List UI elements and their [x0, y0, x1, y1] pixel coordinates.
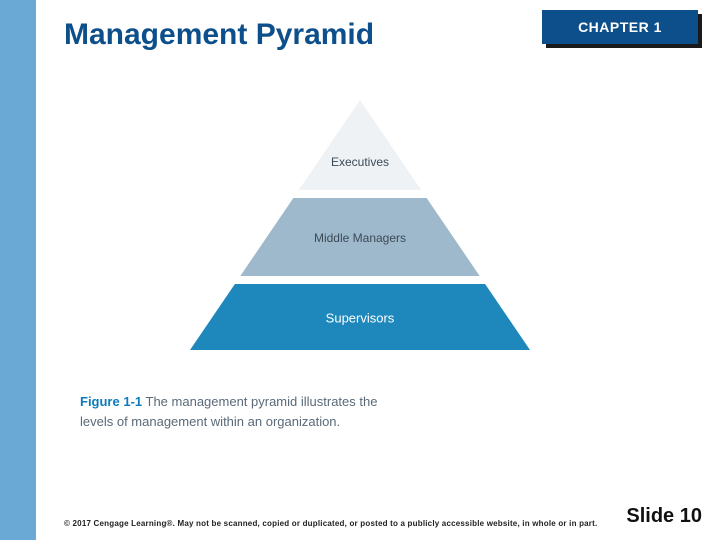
- pyramid-diagram: Executives Middle Managers Supervisors: [80, 90, 640, 380]
- pyramid-tier-0: [299, 100, 421, 190]
- figure-caption: Figure 1-1 The management pyramid illust…: [80, 392, 380, 431]
- pyramid-tier-label-0: Executives: [331, 155, 389, 169]
- chapter-badge: CHAPTER 1: [542, 10, 702, 48]
- page-title: Management Pyramid: [64, 18, 374, 52]
- pyramid-svg: Executives Middle Managers Supervisors: [180, 90, 540, 360]
- left-accent-bar: [0, 0, 36, 540]
- figure-area: Executives Middle Managers Supervisors Fig…: [80, 90, 640, 460]
- figure-number: Figure 1-1: [80, 394, 142, 409]
- pyramid-tier-label-2: Supervisors: [326, 310, 395, 325]
- slide-number: Slide 10: [626, 505, 702, 528]
- slide: Management Pyramid CHAPTER 1 Executives M…: [0, 0, 720, 540]
- copyright-text: © 2017 Cengage Learning®. May not be sca…: [64, 519, 597, 528]
- pyramid-tier-label-1: Middle Managers: [314, 231, 406, 245]
- footer: © 2017 Cengage Learning®. May not be sca…: [64, 505, 702, 528]
- chapter-badge-label: CHAPTER 1: [542, 10, 698, 44]
